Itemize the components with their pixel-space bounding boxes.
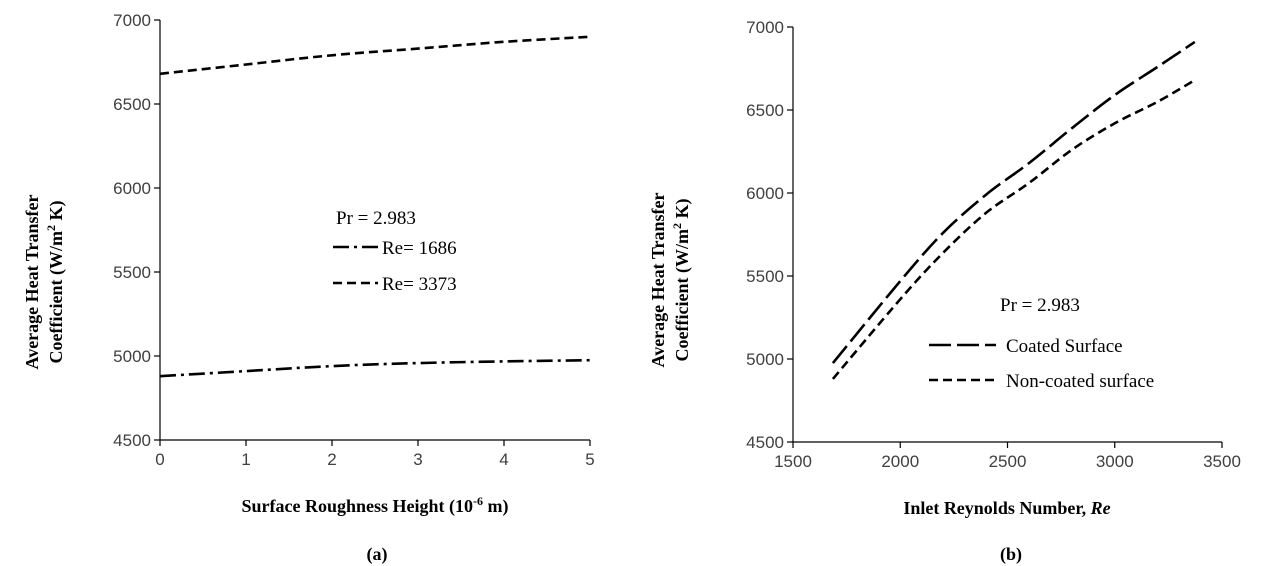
panel-b-x-tick-labels: 1500 2000 2500 3000 3500 bbox=[774, 452, 1241, 471]
panel-a-y-tick-label: 4500 bbox=[113, 431, 151, 450]
panel-b-label: (b) bbox=[1000, 544, 1022, 565]
panel-a-legend-label-re1686: Re= 1686 bbox=[382, 238, 457, 259]
panel-b-y-tick-label: 5500 bbox=[746, 267, 784, 286]
panel-b-y-tick-label: 5000 bbox=[746, 350, 784, 369]
panel-a-y-tick-label: 6000 bbox=[113, 179, 151, 198]
panel-b-series bbox=[831, 40, 1196, 380]
panel-b-series-line-0 bbox=[831, 40, 1196, 364]
panel-a-y-tick-label: 5500 bbox=[113, 263, 151, 282]
panel-a-x-tick-label: 4 bbox=[499, 450, 508, 469]
panel-a-series-line-1 bbox=[159, 35, 591, 76]
panel-a-y-tick-label: 7000 bbox=[113, 11, 151, 30]
panel-a-y-tick-label: 5000 bbox=[113, 347, 151, 366]
panel-b-legend-title: Pr = 2.983 bbox=[1000, 295, 1080, 316]
panel-b-y-tick-labels: 4500 5000 5500 6000 6500 7000 bbox=[746, 18, 784, 452]
panel-a-legend-title: Pr = 2.983 bbox=[336, 208, 416, 229]
panel-b-x-tick-label: 1500 bbox=[774, 452, 812, 471]
panel-b-xlabel: Inlet Reynolds Number, Re bbox=[903, 498, 1110, 518]
panel-a-x-tick-label: 0 bbox=[155, 450, 164, 469]
panel-a-x-tick-label: 3 bbox=[413, 450, 422, 469]
panel-b-series-line-1 bbox=[831, 78, 1196, 380]
panel-a-series bbox=[159, 35, 591, 378]
panel-a-x-tick-labels: 0 1 2 3 4 5 bbox=[155, 450, 594, 469]
panel-b-x-tick-label: 3000 bbox=[1096, 452, 1134, 471]
panel-b: 4500 5000 5500 6000 6500 7000 1500 2000 2500 300… bbox=[648, 18, 1241, 565]
panel-a-series-line-0 bbox=[159, 358, 591, 378]
panel-a-x-tick-label: 5 bbox=[585, 450, 594, 469]
panel-b-x-tick-label: 2500 bbox=[989, 452, 1027, 471]
panel-a-legend-label-re3373: Re= 3373 bbox=[382, 274, 457, 295]
panel-b-ylabel-line2: Coefficient (W/m2 K) bbox=[670, 199, 693, 362]
panel-b-x-tick-label: 3500 bbox=[1203, 452, 1241, 471]
panel-b-y-tick-label: 6500 bbox=[746, 101, 784, 120]
panel-a: 4500 5000 5500 6000 6500 7000 0 1 2 3 4 5 Average … bbox=[22, 11, 595, 565]
panel-b-legend: Pr = 2.983 Coated Surface Non-coated sur… bbox=[929, 295, 1154, 392]
panel-a-axes bbox=[154, 19, 591, 446]
panel-b-y-tick-label: 7000 bbox=[746, 18, 784, 37]
panel-a-xlabel: Surface Roughness Height (10-6 m) bbox=[241, 494, 508, 517]
panel-a-label: (a) bbox=[367, 544, 388, 565]
panel-b-ylabel-line1: Average Heat Transfer bbox=[648, 193, 668, 368]
panel-b-legend-label-coated: Coated Surface bbox=[1006, 336, 1123, 357]
panel-a-ylabel-line1: Average Heat Transfer bbox=[22, 195, 42, 370]
panel-a-x-tick-label: 1 bbox=[241, 450, 250, 469]
panel-a-x-tick-label: 2 bbox=[327, 450, 336, 469]
panel-b-legend-label-noncoated: Non-coated surface bbox=[1006, 371, 1154, 392]
panel-a-y-tick-labels: 4500 5000 5500 6000 6500 7000 bbox=[113, 11, 151, 450]
panel-b-y-tick-label: 6000 bbox=[746, 184, 784, 203]
panel-b-y-tick-label: 4500 bbox=[746, 433, 784, 452]
panel-a-y-tick-label: 6500 bbox=[113, 95, 151, 114]
panel-b-axes bbox=[787, 26, 1223, 448]
panel-b-x-tick-label: 2000 bbox=[881, 452, 919, 471]
panel-a-legend: Pr = 2.983 Re= 1686 Re= 3373 bbox=[333, 208, 457, 295]
panel-a-ylabel-line2: Coefficient (W/m2 K) bbox=[44, 201, 67, 364]
